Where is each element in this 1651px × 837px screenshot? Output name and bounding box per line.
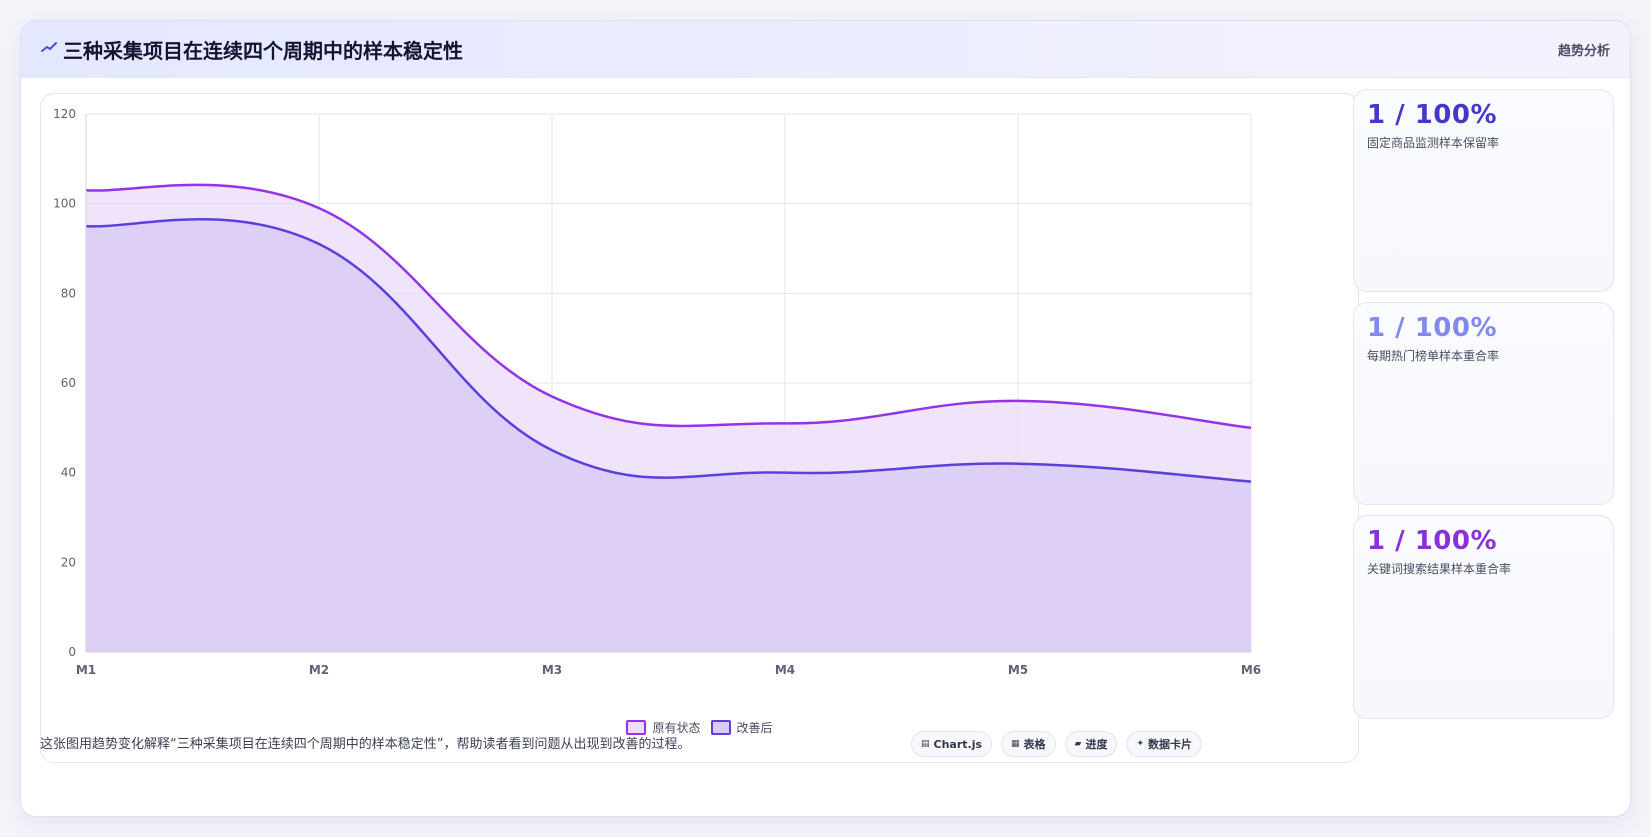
chip-chartjs[interactable]: ▤ Chart.js xyxy=(911,731,993,757)
chip-label: 表格 xyxy=(1023,738,1046,751)
x-tick-label: M4 xyxy=(775,663,795,677)
dashboard-card: 三种采集项目在连续四个周期中的样本稳定性 趋势分析 0 20 40 60 80 100 12… xyxy=(20,20,1631,817)
legend-label-improved: 改善后 xyxy=(736,720,773,735)
series-improved-area xyxy=(86,219,1251,652)
chip-progress[interactable]: ▰ 进度 xyxy=(1064,731,1118,757)
stat-card-keyword: 1 / 100% 关键词搜索结果样本重合率 xyxy=(1353,515,1614,719)
x-tick-label: M1 xyxy=(76,663,96,677)
page-title: 三种采集项目在连续四个周期中的样本稳定性 xyxy=(63,39,463,63)
stat-card-retention: 1 / 100% 固定商品监测样本保留率 xyxy=(1353,89,1614,292)
legend-item-improved[interactable]: 改善后 xyxy=(710,719,773,736)
x-tick-label: M6 xyxy=(1241,663,1261,677)
chip-label: Chart.js xyxy=(933,737,983,751)
y-tick-label: 120 xyxy=(53,107,76,121)
tech-chips: ▤ Chart.js ▦ 表格 ▰ 进度 ✦ 数据卡片 xyxy=(911,731,1203,757)
stat-value: 1 / 100% xyxy=(1367,313,1498,343)
card-header: 三种采集项目在连续四个周期中的样本稳定性 趋势分析 xyxy=(21,21,1630,78)
series-original-line xyxy=(85,183,1252,430)
area-chart: 0 20 40 60 80 100 120 M1 M2 M3 M4 M5 M6 xyxy=(53,107,1261,677)
legend-swatch-original xyxy=(626,719,647,735)
x-tick-label: M3 xyxy=(542,663,562,677)
y-tick-label: 40 xyxy=(61,466,76,480)
legend-label-original: 原有状态 xyxy=(652,720,701,735)
progress-icon: ▰ xyxy=(1074,739,1082,749)
chart-icon: ▤ xyxy=(921,739,930,749)
table-icon: ▦ xyxy=(1011,739,1020,749)
stat-value: 1 / 100% xyxy=(1367,526,1498,556)
chart-legend: 原有状态 改善后 xyxy=(41,718,1358,736)
chart-footnote: 这张图用趋势变化解释“三种采集项目在连续四个周期中的样本稳定性”，帮助读者看到问… xyxy=(40,737,691,752)
chart-panel: 0 20 40 60 80 100 120 M1 M2 M3 M4 M5 M6 原有状态 改善后 xyxy=(40,93,1359,763)
header-tag: 趋势分析 xyxy=(1557,44,1610,59)
chip-label: 数据卡片 xyxy=(1148,738,1193,751)
x-tick-label: M2 xyxy=(309,663,329,677)
stat-label: 每期热门榜单样本重合率 xyxy=(1367,349,1500,363)
trend-line-icon xyxy=(41,42,57,52)
y-tick-label: 100 xyxy=(53,197,76,211)
stat-label: 关键词搜索结果样本重合率 xyxy=(1367,562,1512,576)
legend-item-original[interactable]: 原有状态 xyxy=(626,719,701,736)
stat-label: 固定商品监测样本保留率 xyxy=(1367,136,1500,150)
series-improved-line xyxy=(85,218,1252,483)
y-tick-label: 80 xyxy=(61,286,76,300)
y-tick-label: 60 xyxy=(61,376,76,390)
legend-swatch-improved xyxy=(710,719,731,735)
chip-data-card[interactable]: ✦ 数据卡片 xyxy=(1126,731,1203,757)
x-tick-label: M5 xyxy=(1008,663,1028,677)
chip-label: 进度 xyxy=(1085,738,1108,751)
y-tick-label: 0 xyxy=(68,645,76,659)
y-tick-label: 20 xyxy=(61,555,76,569)
sparkle-icon: ✦ xyxy=(1136,739,1145,749)
stat-card-hot-list: 1 / 100% 每期热门榜单样本重合率 xyxy=(1353,302,1614,505)
chip-table[interactable]: ▦ 表格 xyxy=(1001,731,1056,757)
stat-value: 1 / 100% xyxy=(1367,100,1498,130)
